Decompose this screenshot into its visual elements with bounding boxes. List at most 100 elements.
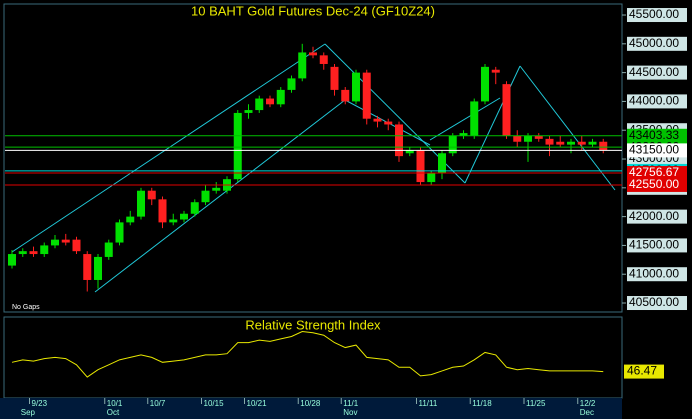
level-label-box <box>627 166 687 181</box>
candle-body <box>459 133 468 136</box>
y-tick-label: 40500.00 <box>629 295 679 309</box>
month-label: Sep <box>21 408 36 417</box>
x-tick-label: 10/21 <box>247 399 268 408</box>
y-tick-label: 41000.00 <box>629 266 679 280</box>
candle-body <box>513 135 522 142</box>
y-tick-label: 44500.00 <box>629 65 679 79</box>
chart-title: 10 BAHT Gold Futures Dec-24 (GF10Z24) <box>191 3 435 18</box>
candle-body <box>384 121 393 125</box>
x-tick-label: 11/18 <box>472 399 492 408</box>
candle-body <box>190 202 199 214</box>
candle-body <box>126 216 135 223</box>
candle-body <box>362 72 371 119</box>
x-tick-label: 12/2 <box>580 399 596 408</box>
candle-body <box>491 69 500 73</box>
annotation: No Gaps <box>12 304 40 311</box>
candle-body <box>534 135 543 139</box>
y-tick-label: 42000.00 <box>629 209 679 223</box>
candle-body <box>330 66 339 90</box>
candle-body <box>502 84 511 136</box>
candle-body <box>83 254 92 280</box>
value-label-box <box>624 364 664 379</box>
tick-label-box <box>627 267 687 282</box>
candle-body <box>341 89 350 102</box>
x-axis-area <box>0 398 622 419</box>
level-label: 42550.00 <box>629 177 679 191</box>
candle-body <box>416 150 425 183</box>
rsi-title: Relative Strength Index <box>245 317 381 332</box>
level-label: 43150.00 <box>629 143 679 157</box>
candle-body <box>599 141 608 151</box>
candle-body <box>72 239 81 252</box>
trendline <box>11 43 326 253</box>
candle-body <box>61 239 70 243</box>
candle-body <box>373 118 382 122</box>
y-tick-label: 41500.00 <box>629 238 679 252</box>
y-tick-label: 44000.00 <box>629 94 679 108</box>
candle-body <box>255 98 264 111</box>
candle-body <box>29 251 38 255</box>
tick-label-box <box>627 36 687 51</box>
candle-body <box>319 55 328 64</box>
x-tick-label: 11/25 <box>526 399 546 408</box>
level-label-box <box>627 177 687 192</box>
x-tick-label: 10/28 <box>300 399 321 408</box>
candle-body <box>588 141 597 145</box>
x-tick-label: 10/15 <box>204 399 225 408</box>
candle-body <box>115 222 124 243</box>
candle-body <box>169 219 178 223</box>
candle-body <box>448 135 457 154</box>
candle-body <box>104 242 113 257</box>
candle-body <box>276 89 285 105</box>
candle-body <box>427 173 436 183</box>
candle-body <box>395 124 403 157</box>
candle-body <box>158 199 167 223</box>
candle-body <box>287 78 296 90</box>
candle-body <box>298 52 307 79</box>
candle-body <box>545 138 554 145</box>
trendline <box>464 65 521 184</box>
trendlines <box>11 43 616 293</box>
x-tick-label: 10/7 <box>150 399 166 408</box>
candle-body <box>147 190 156 200</box>
tick-label-box <box>627 94 687 109</box>
price-panel <box>3 3 623 313</box>
rsi-line <box>11 331 604 378</box>
level-label-box <box>627 128 687 143</box>
candle-body <box>244 110 253 113</box>
candle-body <box>309 52 317 56</box>
candle-body <box>405 150 414 154</box>
candle-body <box>438 153 446 174</box>
x-tick-label: 11/11 <box>419 399 438 408</box>
tick-label-box <box>627 209 687 224</box>
y-tick-label: 45000.00 <box>629 36 679 50</box>
tick-label-box <box>627 238 687 253</box>
candle-body <box>180 213 188 220</box>
month-label: Nov <box>343 408 357 417</box>
month-label: Dec <box>580 408 594 417</box>
tick-label-box <box>627 296 687 311</box>
candle-body <box>40 245 49 255</box>
x-tick-label: 11/1 <box>343 399 359 408</box>
trendline <box>94 99 346 293</box>
y-tick-label: 45500.00 <box>629 7 679 21</box>
candle-body <box>212 187 221 191</box>
level-label: 42756.67 <box>629 165 679 179</box>
value-label: 46.47 <box>627 364 657 378</box>
x-tick-label: 9/23 <box>32 399 48 408</box>
candle-body <box>51 239 59 246</box>
level-label: 43403.33 <box>629 128 679 142</box>
candle-body <box>577 141 586 145</box>
trendline <box>429 97 501 141</box>
month-label: Oct <box>107 408 120 417</box>
candle-body <box>266 98 274 105</box>
level-label-box <box>627 143 687 158</box>
trendline <box>519 65 616 191</box>
tick-label-box <box>627 8 687 23</box>
candle-body <box>137 190 145 217</box>
x-tick-label: 10/1 <box>107 399 123 408</box>
candle-body <box>18 251 27 255</box>
candle-body <box>94 256 102 280</box>
